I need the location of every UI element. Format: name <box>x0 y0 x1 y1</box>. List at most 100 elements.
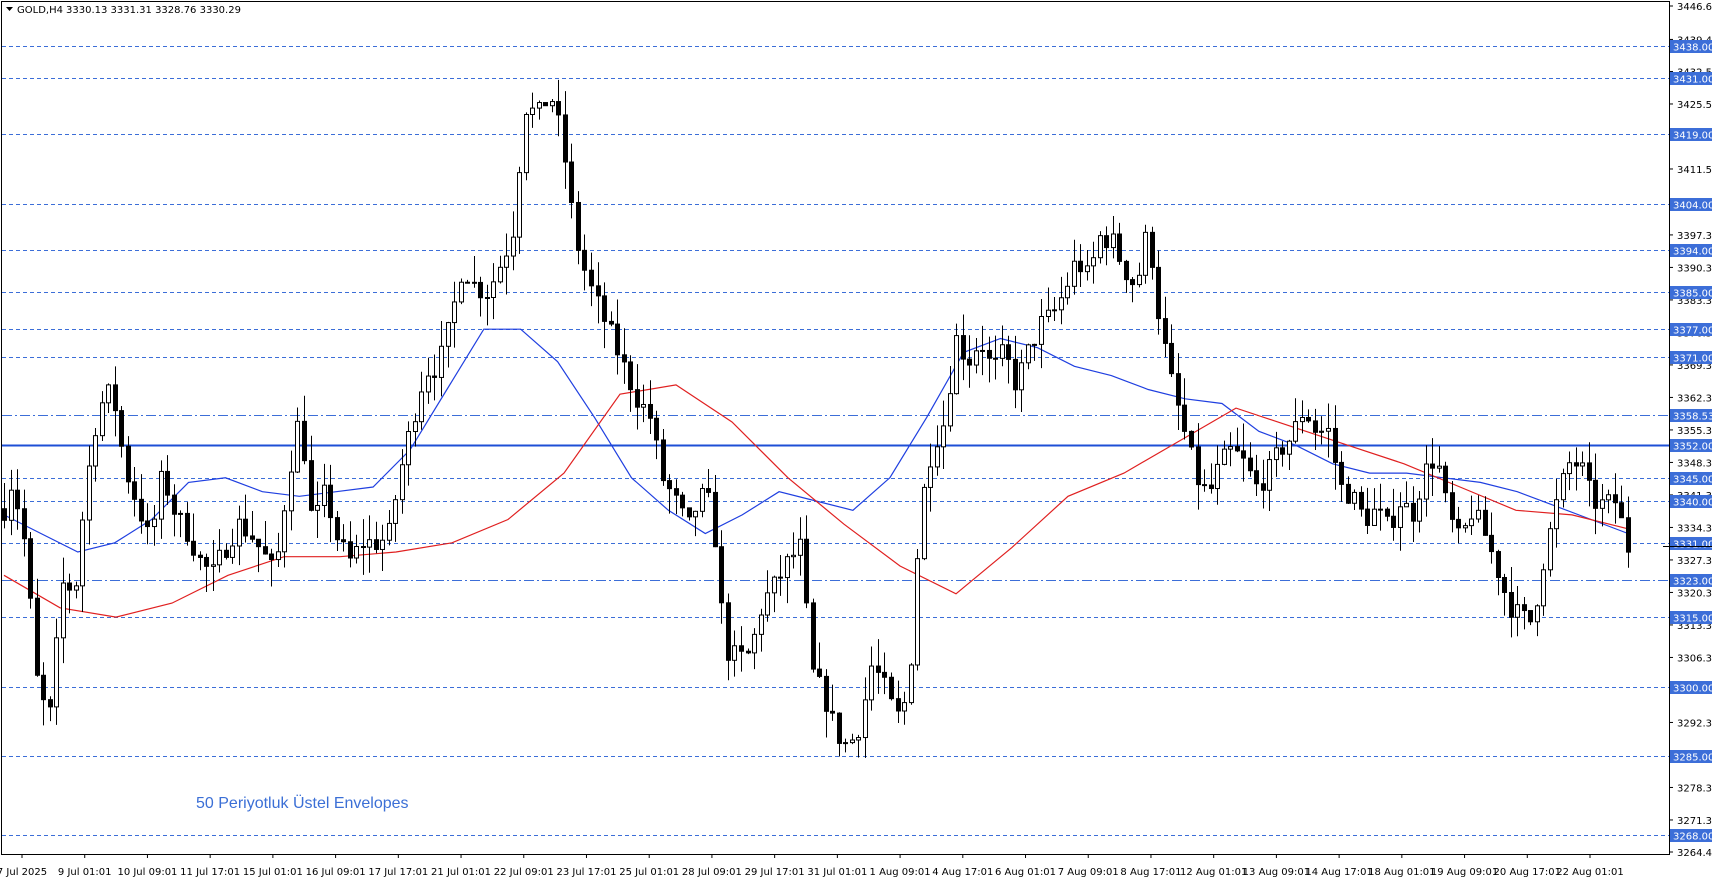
candle-body <box>1274 447 1279 461</box>
candle-body <box>15 489 20 510</box>
bull-candle <box>1554 478 1559 548</box>
candle-body <box>1483 509 1488 536</box>
bear-candle <box>726 593 731 681</box>
candle-body <box>100 402 105 437</box>
bull-candle <box>9 469 14 536</box>
candle-body <box>550 101 555 107</box>
bull-candle <box>1567 451 1572 491</box>
bull-candle <box>491 263 496 320</box>
bear-candle <box>635 364 640 430</box>
bull-candle <box>61 557 66 664</box>
lower-envelope-line <box>3 384 1629 618</box>
candle-body <box>785 556 790 579</box>
candle-body <box>230 545 235 558</box>
candle-body <box>263 546 268 555</box>
bear-candle <box>126 436 131 494</box>
candle-body <box>67 582 72 591</box>
candle-body <box>1450 492 1455 520</box>
price-tick-label: 3306.30 <box>1677 653 1712 664</box>
level-label-box <box>1670 829 1712 842</box>
bull-candle <box>1515 586 1520 637</box>
bull-candle <box>1059 276 1064 325</box>
candle-body <box>1606 494 1611 501</box>
candle-body <box>954 335 959 395</box>
bull-candle <box>1463 522 1468 533</box>
candle-body <box>41 674 46 701</box>
bull-candle <box>100 391 105 442</box>
candle-body <box>759 614 764 635</box>
bull-candle <box>1111 216 1116 259</box>
candle-body <box>1469 518 1474 527</box>
bear-candle <box>674 479 679 515</box>
candle-body <box>863 699 868 739</box>
candle-body <box>674 488 679 496</box>
level-label-box <box>1670 574 1712 587</box>
bear-candle <box>1280 441 1285 467</box>
candle-body <box>1398 506 1403 528</box>
candle-body <box>478 281 483 299</box>
bear-candle <box>335 511 340 552</box>
bear-candle <box>602 282 607 349</box>
level-label-box <box>1670 439 1712 452</box>
candle-body <box>1013 358 1018 391</box>
bear-candle <box>1117 222 1122 265</box>
bear-candle <box>811 598 816 673</box>
bull-candle <box>152 505 157 546</box>
bull-candle <box>856 734 861 758</box>
bear-candle <box>191 513 196 562</box>
bear-candle <box>817 642 822 678</box>
bull-candle <box>1085 250 1090 281</box>
dropdown-triangle-icon[interactable] <box>6 7 13 11</box>
candle-body <box>1378 508 1383 511</box>
candle-body <box>622 354 627 363</box>
bear-candle <box>576 191 581 265</box>
candle-body <box>322 484 327 506</box>
bull-candle <box>1098 231 1103 264</box>
price-tick-label: 3355.30 <box>1677 426 1712 437</box>
candle-body <box>1091 257 1096 267</box>
candle-body <box>543 102 548 107</box>
candle-body <box>798 538 803 556</box>
candle-body <box>1626 517 1631 553</box>
candle-body <box>615 323 620 356</box>
level-label: 3345.00 <box>1673 475 1712 486</box>
level-label-box <box>1670 495 1712 508</box>
candle-body <box>224 549 229 558</box>
bear-candle <box>876 639 881 694</box>
candle-body <box>1554 499 1559 530</box>
level-label: 3352.00 <box>1673 442 1712 453</box>
bull-candle <box>485 284 490 326</box>
bear-candle <box>243 494 248 543</box>
candle-body <box>648 403 653 419</box>
bear-candle <box>1365 487 1370 535</box>
candle-body <box>896 698 901 712</box>
bull-candle <box>869 646 874 711</box>
candle-body <box>967 358 972 366</box>
bull-candle <box>524 112 529 181</box>
bull-candle <box>641 384 646 423</box>
candle-body <box>1241 450 1246 459</box>
candle-body <box>1306 416 1311 422</box>
candle-body <box>1267 459 1272 491</box>
candle-body <box>1333 427 1338 463</box>
candle-body <box>726 602 731 661</box>
candle-body <box>1189 430 1194 448</box>
candle-body <box>178 512 183 515</box>
bear-candle <box>361 519 366 575</box>
bull-candle <box>446 321 451 368</box>
time-tick-label: 19 Aug 09:01 <box>1431 867 1498 878</box>
symbol-label: GOLD,H4 <box>17 5 63 16</box>
bear-candle <box>1313 408 1318 450</box>
level-label: 3438.00 <box>1673 43 1712 54</box>
price-tick-label: 3271.30 <box>1677 816 1712 827</box>
bear-candle <box>837 712 842 757</box>
candle-body <box>2 508 7 521</box>
bull-candle <box>1091 241 1096 284</box>
candle-body <box>419 391 424 423</box>
time-tick-label: 22 Jul 09:01 <box>494 867 554 878</box>
candle-body <box>589 269 594 287</box>
bear-candle <box>48 696 53 722</box>
candle-body <box>1417 498 1422 522</box>
candle-body <box>413 421 418 433</box>
candle-body <box>1319 430 1324 433</box>
